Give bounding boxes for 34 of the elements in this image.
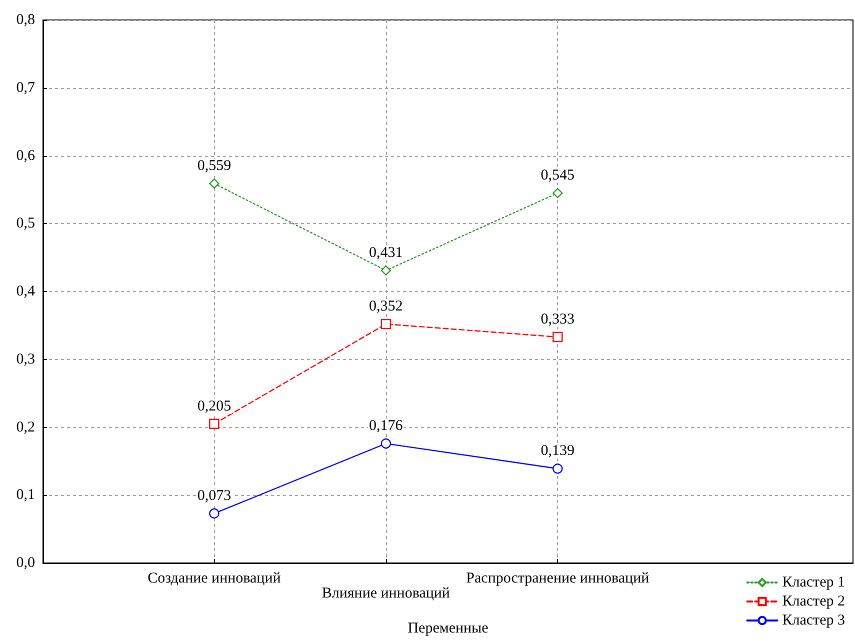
data-label: 0,333	[540, 311, 575, 328]
y-tick-label: 0,5	[16, 216, 35, 232]
y-tick-label: 0,4	[16, 284, 36, 300]
data-label: 0,139	[540, 443, 575, 460]
data-label: 0,431	[369, 244, 403, 261]
point	[209, 508, 220, 519]
x-axis-title: Переменные	[408, 620, 489, 636]
x-tick-label: Распространение инноваций	[466, 570, 650, 586]
data-label: 0,176	[369, 418, 404, 434]
data-label: 0,559	[197, 158, 232, 174]
point	[380, 318, 392, 330]
x-tick-label: Создание инноваций	[148, 570, 281, 586]
data-label: 0,073	[197, 488, 232, 504]
data-label: 0,352	[369, 298, 403, 314]
point	[380, 265, 392, 276]
point	[380, 438, 392, 449]
y-tick-label: 0,1	[16, 487, 35, 504]
y-tick-label: 0,2	[16, 419, 35, 436]
point	[552, 464, 563, 474]
legend-label: Кластер 2	[782, 594, 846, 610]
x-tick-label: Влияние инноваций	[322, 586, 450, 602]
y-tick-label: 0,0	[16, 555, 35, 571]
data-label: 0,205	[197, 398, 232, 414]
y-tick-label: 0,7	[16, 80, 36, 96]
point	[209, 418, 220, 429]
point	[552, 332, 563, 342]
legend-label: Кластер 1	[782, 574, 846, 590]
y-tick-label: 0,3	[16, 351, 35, 368]
data-label: 0,545	[540, 167, 575, 184]
legend-label: Кластер 3	[782, 612, 846, 628]
y-tick-label: 0,8	[16, 12, 35, 28]
y-tick-label: 0,6	[16, 148, 36, 164]
point	[209, 178, 220, 189]
point	[552, 188, 563, 198]
